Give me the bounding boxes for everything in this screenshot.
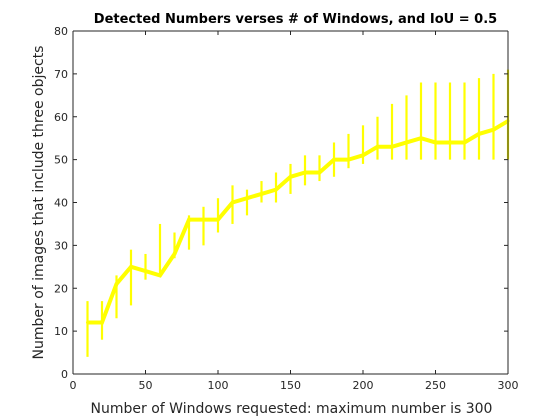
data-point (158, 273, 162, 277)
series-line (87, 119, 510, 325)
data-point (303, 170, 307, 174)
error-bars (86, 69, 510, 357)
data-point (405, 140, 408, 144)
data-point (448, 140, 452, 144)
y-tick-label: 20 (54, 282, 68, 295)
y-tick-label: 0 (61, 368, 68, 381)
data-point (318, 170, 321, 174)
x-tick-label: 0 (70, 379, 77, 392)
y-tick-label: 80 (54, 25, 68, 38)
x-tick-label: 300 (498, 379, 519, 392)
data-point (202, 218, 205, 222)
data-point (245, 196, 249, 200)
y-tick-label: 50 (54, 154, 68, 167)
data-point (492, 128, 495, 132)
data-point (187, 218, 191, 222)
data-point (434, 140, 437, 144)
x-axis-label: Number of Windows requested: maximum num… (91, 401, 493, 417)
data-point (173, 252, 176, 256)
data-point (477, 132, 481, 136)
data-point (216, 218, 220, 222)
plot-area (73, 31, 508, 374)
y-tick-label: 10 (54, 325, 68, 338)
data-point (86, 321, 89, 325)
y-axis-label: Number of images that include three obje… (31, 46, 47, 360)
data-point (347, 158, 350, 162)
data-point (231, 201, 234, 204)
x-axis-ticks: 0 50 100 150 200 250 300 (70, 31, 519, 392)
y-tick-label: 60 (54, 111, 68, 124)
data-point (332, 158, 336, 162)
data-point (100, 321, 104, 325)
series-line-group (86, 119, 510, 325)
x-tick-label: 250 (425, 379, 446, 392)
data-point (115, 282, 118, 286)
data-point (463, 140, 466, 144)
data-point (144, 269, 147, 273)
x-tick-label: 150 (280, 379, 301, 392)
data-point (419, 136, 423, 140)
data-point (260, 192, 263, 196)
x-tick-label: 200 (353, 379, 374, 392)
data-point (129, 265, 133, 269)
y-axis-ticks: 0 10 20 30 40 50 60 70 80 (54, 25, 508, 381)
y-tick-label: 70 (54, 68, 68, 81)
x-tick-label: 100 (208, 379, 229, 392)
x-tick-label: 50 (139, 379, 153, 392)
chart-title: Detected Numbers verses # of Windows, an… (94, 12, 497, 27)
data-point (376, 145, 379, 149)
y-tick-label: 40 (54, 197, 68, 210)
data-point (390, 145, 394, 149)
y-tick-label: 30 (54, 239, 68, 252)
data-point (274, 188, 278, 192)
data-point (289, 175, 292, 179)
data-point (361, 153, 365, 157)
